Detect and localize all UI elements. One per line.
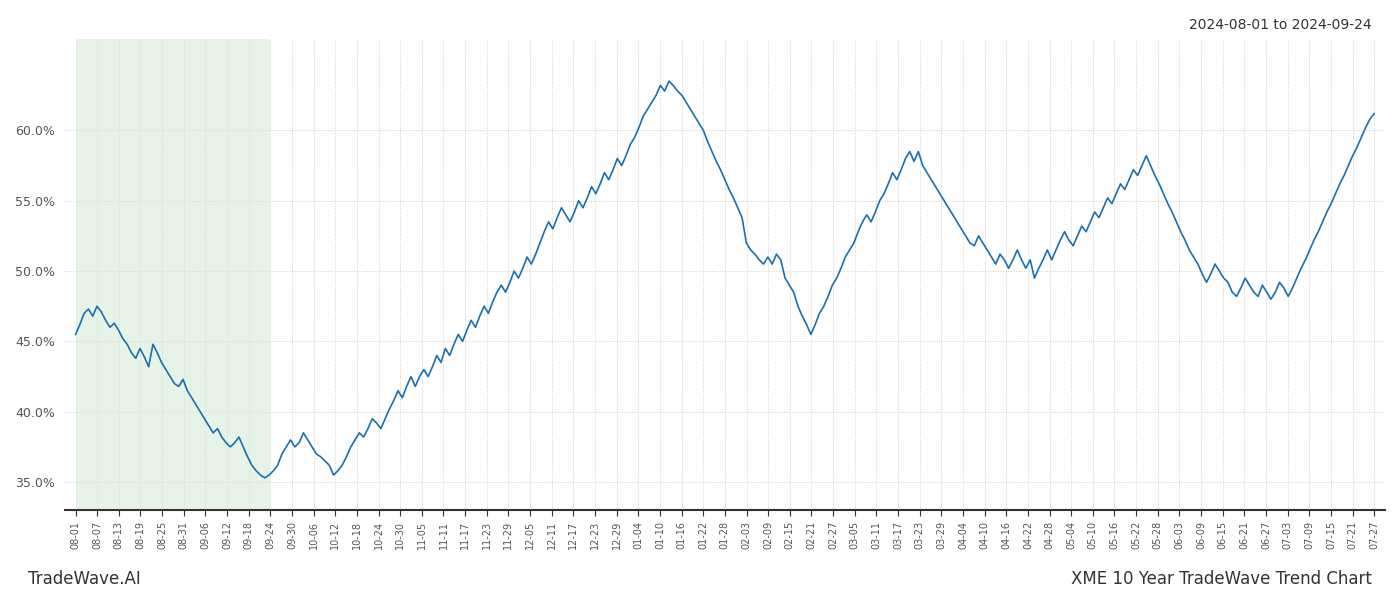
Bar bbox=[76, 39, 270, 510]
Text: TradeWave.AI: TradeWave.AI bbox=[28, 570, 141, 588]
Text: XME 10 Year TradeWave Trend Chart: XME 10 Year TradeWave Trend Chart bbox=[1071, 570, 1372, 588]
Text: 2024-08-01 to 2024-09-24: 2024-08-01 to 2024-09-24 bbox=[1190, 18, 1372, 32]
